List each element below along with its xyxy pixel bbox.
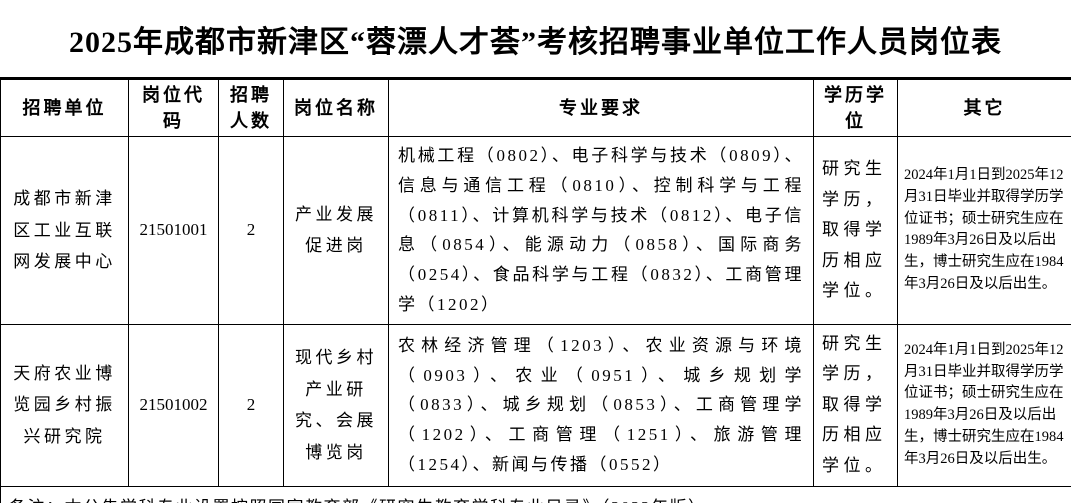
job-positions-table: 招聘单位 岗位代码 招聘人数 岗位名称 专业要求 学历学位 其它 成都市新津区工… — [0, 77, 1071, 503]
title-bar: 2025年成都市新津区“蓉漂人才荟”考核招聘事业单位工作人员岗位表 — [0, 0, 1071, 77]
header-degree: 学历学位 — [813, 77, 898, 138]
table-note: 备注：本公告学科专业设置按照国家教育部《研究生教育学科专业目录》（2022年版） — [0, 485, 1071, 503]
header-other: 其它 — [897, 77, 1071, 138]
page-title: 2025年成都市新津区“蓉漂人才荟”考核招聘事业单位工作人员岗位表 — [69, 25, 1002, 59]
header-unit: 招聘单位 — [0, 77, 129, 138]
cell-other: 2024年1月1日到2025年12月31日毕业并取得学历学位证书；硕士研究生应在… — [897, 323, 1071, 487]
cell-other: 2024年1月1日到2025年12月31日毕业并取得学历学位证书；硕士研究生应在… — [897, 136, 1071, 325]
header-major: 专业要求 — [388, 77, 814, 138]
cell-code: 21501002 — [128, 323, 219, 487]
cell-degree: 研究生学历，取得学历相应学位。 — [813, 136, 898, 325]
note-row: 备注：本公告学科专业设置按照国家教育部《研究生教育学科专业目录》（2022年版） — [0, 485, 1071, 503]
cell-position: 现代乡村产业研究、会展博览岗 — [283, 323, 389, 487]
table-header-row: 招聘单位 岗位代码 招聘人数 岗位名称 专业要求 学历学位 其它 — [0, 77, 1071, 138]
cell-major: 农林经济管理（1203）、农业资源与环境（0903）、农业（0951）、城乡规划… — [388, 323, 814, 487]
cell-unit: 成都市新津区工业互联网发展中心 — [0, 136, 129, 325]
cell-unit: 天府农业博览园乡村振兴研究院 — [0, 323, 129, 487]
table-row: 天府农业博览园乡村振兴研究院 21501002 2 现代乡村产业研究、会展博览岗… — [0, 323, 1071, 487]
cell-count: 2 — [218, 136, 284, 325]
cell-degree: 研究生学历，取得学历相应学位。 — [813, 323, 898, 487]
header-position: 岗位名称 — [283, 77, 389, 138]
table-row: 成都市新津区工业互联网发展中心 21501001 2 产业发展促进岗 机械工程（… — [0, 136, 1071, 325]
header-count: 招聘人数 — [218, 77, 284, 138]
cell-code: 21501001 — [128, 136, 219, 325]
header-code: 岗位代码 — [128, 77, 219, 138]
cell-position: 产业发展促进岗 — [283, 136, 389, 325]
cell-major: 机械工程（0802）、电子科学与技术（0809）、信息与通信工程（0810）、控… — [388, 136, 814, 325]
cell-count: 2 — [218, 323, 284, 487]
